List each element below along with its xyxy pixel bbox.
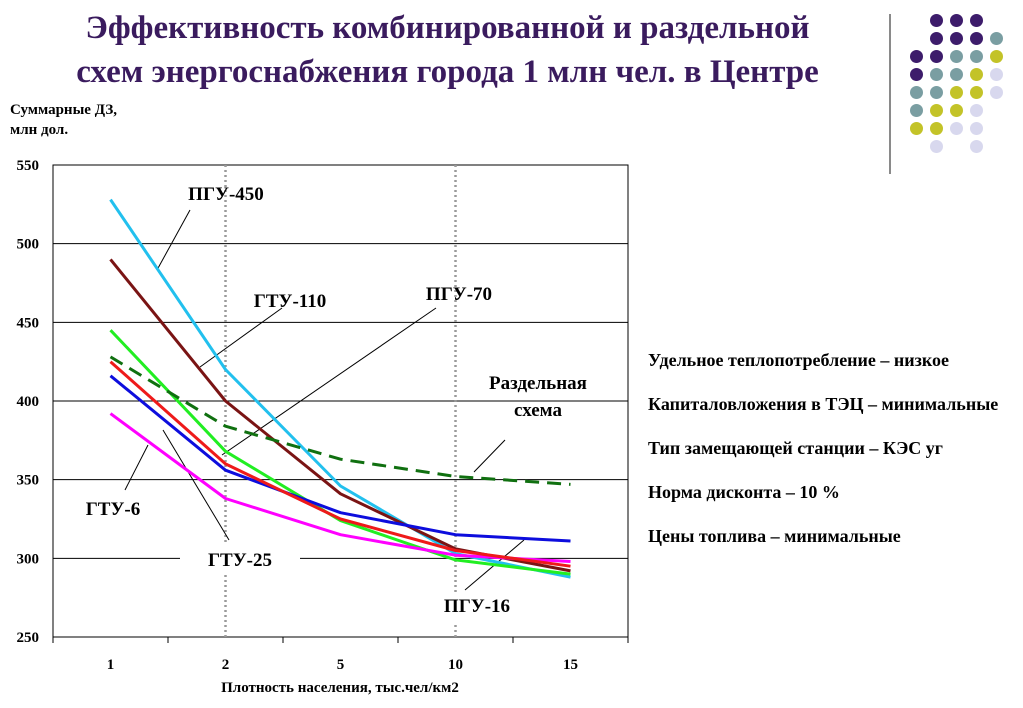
decorative-dot [950,104,963,117]
series-annotation: ПГУ-16 [444,596,510,617]
series-line [109,412,571,563]
title-line-1: Эффективность комбинированной и раздельн… [85,10,810,46]
series-line [109,360,571,568]
decorative-dot [950,14,963,27]
decorative-dot [990,86,1003,99]
y-axis-label-text: Суммарные ДЗ, млн дол. [10,102,118,138]
x-tick-label: 15 [563,657,578,673]
decorative-dot [990,68,1003,81]
decorative-dot [990,50,1003,63]
note-item: Капиталовложения в ТЭЦ – минимальные [648,394,999,414]
series-annotation: ГТУ-25 [208,550,272,571]
decorative-dot [930,50,943,63]
leader-line [156,209,191,271]
decorative-dot [930,68,943,81]
decorative-dot [930,14,943,27]
note-item: Удельное теплопотребление – низкое [648,350,950,370]
leader-line [162,429,230,541]
decorative-dot-grid [910,14,1010,154]
decorative-dot [950,32,963,45]
leader-line [199,307,283,368]
y-tick-label: 250 [17,630,40,646]
series-annotation: ПГУ-70 [426,284,492,305]
series-annotation: ГТУ-6 [86,499,141,520]
series-annotation: Раздельная [489,373,587,394]
label-background [423,595,533,623]
y-tick-label: 350 [17,473,40,489]
y-tick-label: 300 [17,551,40,567]
x-tick-label: 2 [222,657,230,673]
x-axis-label: Плотность населения, тыс.чел/км2 [221,680,459,696]
leader-line [221,307,437,456]
decorative-dot [930,86,943,99]
note-item: Цены топлива – минимальные [648,526,901,546]
decorative-dot [930,32,943,45]
decorative-dot [910,122,923,135]
decorative-dot [970,32,983,45]
note-item: Тип замещающей станции – КЭС уг [648,438,943,458]
y-tick-label: 450 [17,315,40,331]
y-tick-label: 500 [17,237,40,253]
decorative-dot [970,68,983,81]
decorative-dot [970,14,983,27]
note-item: Норма дисконта – 10 % [648,482,840,502]
decorative-dot [910,104,923,117]
page-title: Эффективность комбинированной и раздельн… [0,6,895,94]
series-line [109,355,571,486]
series-line [109,198,571,579]
label-background [180,545,300,573]
title-divider [889,14,891,174]
decorative-dot [950,86,963,99]
decorative-dot [950,122,963,135]
decorative-dot [910,86,923,99]
decorative-dot [970,50,983,63]
series-annotation: ГТУ-110 [254,291,326,312]
assumptions-list: Удельное теплопотребление – низкое Капит… [648,347,1018,567]
decorative-dot [970,140,983,153]
y-tick-label: 400 [17,394,40,410]
decorative-dot [910,50,923,63]
decorative-dot [950,50,963,63]
decorative-dot [930,140,943,153]
y-axis-label: Суммарные ДЗ, млн дол. [10,100,125,140]
decorative-dot [970,122,983,135]
decorative-dot [930,122,943,135]
decorative-dot [970,104,983,117]
leader-line [473,439,506,473]
y-tick-label: 550 [17,158,40,174]
x-tick-label: 1 [107,657,115,673]
series-annotation: схема [514,400,562,421]
decorative-dot [970,86,983,99]
x-tick-label: 5 [337,657,345,673]
series-annotation: ПГУ-450 [188,184,264,205]
decorative-dot [910,68,923,81]
decorative-dot [950,68,963,81]
series-line [109,374,571,543]
title-line-2: схем энергоснабжения города 1 млн чел. в… [76,54,819,90]
series-line [109,329,571,576]
leader-line [124,444,149,491]
decorative-dot [930,104,943,117]
decorative-dot [990,32,1003,45]
series-line [109,258,571,573]
x-tick-label: 10 [448,657,463,673]
